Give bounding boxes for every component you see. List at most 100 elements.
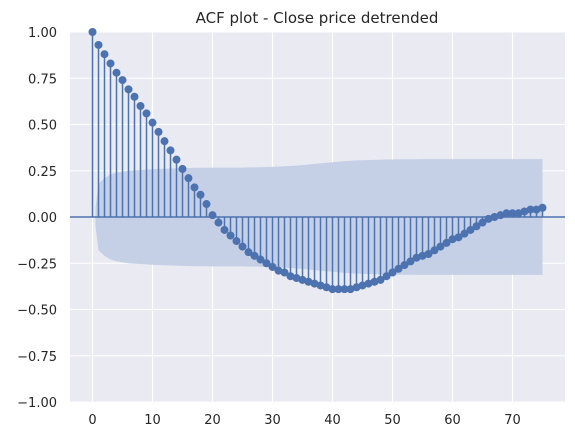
y-tick-label: 1.00 <box>28 26 57 41</box>
acf-point <box>316 281 325 290</box>
y-tick-label: −0.25 <box>17 257 57 272</box>
stems <box>91 32 544 290</box>
acf-point <box>136 102 145 110</box>
acf-point <box>220 225 229 234</box>
acf-point <box>232 237 241 246</box>
acf-point <box>460 229 469 238</box>
acf-point <box>214 218 223 227</box>
y-tick-label: −0.75 <box>17 350 57 365</box>
acf-point <box>520 207 529 216</box>
acf-point <box>196 190 205 199</box>
acf-point <box>190 183 199 192</box>
acf-point <box>238 242 247 251</box>
acf-point <box>130 92 139 101</box>
x-tick-label: 70 <box>504 413 521 428</box>
acf-point <box>106 59 115 68</box>
acf-point <box>472 222 481 231</box>
acf-point <box>346 285 355 294</box>
acf-point <box>526 205 535 214</box>
x-tick-labels: 0 10 20 30 40 50 60 70 <box>88 413 520 428</box>
acf-point <box>88 28 97 36</box>
y-tick-label: −0.50 <box>17 304 57 319</box>
acf-point <box>376 275 385 284</box>
x-tick-label: 20 <box>204 413 221 428</box>
acf-point <box>118 76 127 85</box>
acf-point <box>334 285 343 294</box>
acf-point <box>388 268 397 277</box>
y-tick-label: 0.00 <box>28 211 57 226</box>
acf-point <box>364 279 373 288</box>
x-tick-label: 30 <box>264 413 281 428</box>
acf-point <box>142 109 151 118</box>
acf-point <box>442 238 451 247</box>
acf-point <box>292 274 301 283</box>
y-tick-label: −1.00 <box>17 396 57 411</box>
acf-point <box>262 259 271 268</box>
acf-point <box>166 146 175 155</box>
acf-point <box>502 209 511 218</box>
acf-point <box>286 272 295 281</box>
acf-point <box>466 225 475 234</box>
acf-point <box>412 253 421 262</box>
acf-point <box>352 283 361 292</box>
x-tick-label: 50 <box>384 413 401 428</box>
acf-point <box>268 262 277 271</box>
acf-point <box>430 246 439 255</box>
acf-point <box>424 250 433 258</box>
acf-point <box>400 261 409 270</box>
y-tick-labels: 1.00 0.75 0.50 0.25 0.00 −0.25 −0.50 −0.75 −1.00 <box>17 26 57 411</box>
acf-point <box>370 277 379 286</box>
acf-point <box>322 283 331 292</box>
acf-point <box>112 68 121 77</box>
x-tick-label: 10 <box>144 413 161 428</box>
acf-point <box>436 242 445 251</box>
acf-point <box>172 155 181 164</box>
acf-point <box>124 85 133 94</box>
acf-point <box>148 118 157 127</box>
acf-point <box>298 275 307 284</box>
acf-point <box>358 281 367 290</box>
acf-point <box>514 209 523 218</box>
acf-point <box>304 277 313 286</box>
acf-point <box>280 268 289 277</box>
acf-point <box>184 174 193 183</box>
acf-point <box>496 211 505 220</box>
acf-point <box>328 285 337 294</box>
acf-point <box>508 209 517 218</box>
acf-point <box>160 137 169 146</box>
acf-point <box>538 203 547 212</box>
acf-point <box>310 279 319 288</box>
acf-point <box>250 251 259 260</box>
chart-title: ACF plot - Close price detrended <box>196 9 439 27</box>
acf-point <box>394 264 403 273</box>
acf-point <box>244 248 253 257</box>
x-tick-label: 0 <box>88 413 96 428</box>
acf-point <box>490 213 499 221</box>
acf-point <box>208 211 217 220</box>
y-tick-label: 0.25 <box>28 165 57 180</box>
acf-point <box>454 233 463 242</box>
acf-point <box>274 266 283 275</box>
acf-point <box>100 50 109 59</box>
acf-point <box>94 40 103 49</box>
acf-point <box>418 251 427 260</box>
acf-point <box>178 164 187 173</box>
markers <box>88 28 547 294</box>
x-tick-label: 40 <box>324 413 341 428</box>
acf-point <box>226 231 235 240</box>
acf-point <box>532 205 541 214</box>
acf-point <box>448 235 457 244</box>
acf-point <box>406 257 415 266</box>
x-tick-label: 60 <box>444 413 461 428</box>
acf-point <box>154 127 163 136</box>
y-tick-label: 0.50 <box>28 119 57 134</box>
acf-point <box>382 272 391 281</box>
acf-point <box>478 218 487 227</box>
acf-point <box>484 214 493 223</box>
acf-point <box>340 285 349 294</box>
acf-point <box>202 200 211 209</box>
acf-point <box>256 255 265 264</box>
y-tick-label: 0.75 <box>28 72 57 87</box>
